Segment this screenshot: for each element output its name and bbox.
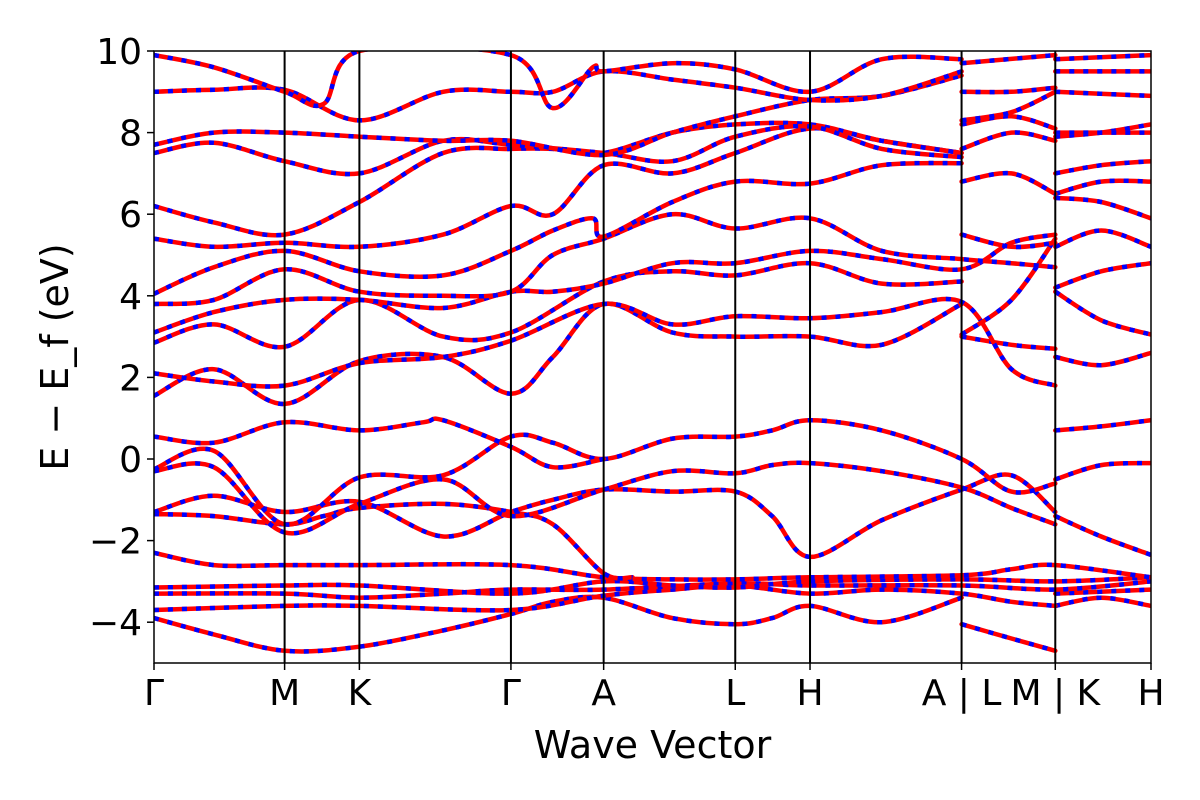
band-12-red-line [154, 289, 1151, 389]
x-tick-label-2: K [348, 673, 373, 714]
band-7-blue-dashed-line [154, 460, 1151, 560]
x-tick-label-1: M [269, 673, 300, 714]
y-tick-label-1: −2 [89, 522, 142, 563]
y-tick-label-6: 8 [119, 114, 142, 155]
band-20-red-line [154, 73, 1151, 158]
kpoint-lines [283, 51, 1057, 663]
band-20-blue-dashed-line [154, 73, 1151, 158]
x-tick-label-0: Γ [144, 673, 164, 714]
y-tick-label-4: 4 [119, 277, 142, 318]
x-tick-label-5: L [725, 673, 745, 714]
x-tick-label-7: A | L [922, 673, 1002, 714]
band-9-red-line [154, 417, 1151, 558]
bands-layer [154, 51, 1151, 654]
y-tick-label-2: 0 [119, 440, 142, 481]
band-8-blue-dashed-line [154, 417, 1151, 536]
band-9-blue-dashed-line [154, 417, 1151, 558]
plot-frame [153, 50, 1152, 664]
y-tick-label-7: 10 [96, 32, 142, 73]
x-tick-label-8: M | K [1010, 673, 1101, 714]
band-22-blue-dashed-line [154, 51, 1151, 111]
band-19-blue-dashed-line [154, 114, 1151, 177]
band-17-blue-dashed-line [154, 126, 1151, 250]
y-tick-label-0: −4 [89, 603, 142, 644]
x-tick-label-3: Γ [501, 673, 521, 714]
band-16-blue-dashed-line [154, 160, 1151, 296]
x-tick-label-4: A [591, 673, 616, 714]
band-11-blue-dashed-line [154, 301, 1151, 407]
band-6-blue-dashed-line [154, 501, 633, 581]
band-2-blue-dashed-line [154, 583, 1151, 613]
y-axis-label: E − E_f (eV) [33, 243, 77, 471]
band-10-red-line [154, 416, 606, 470]
band-19-red-line [154, 114, 1151, 177]
band-4-red-line [154, 575, 1151, 596]
y-axis: −4 −2 0 2 4 6 8 10 [89, 32, 154, 644]
x-axis-label: Wave Vector [534, 723, 772, 767]
y-tick-label-3: 2 [119, 358, 142, 399]
band-3-red-line [154, 579, 1151, 600]
band-5-red-line [154, 550, 1151, 582]
x-tick-label-6: H [796, 673, 823, 714]
y-tick-label-5: 6 [119, 195, 142, 236]
x-tick-label-9: H [1137, 673, 1164, 714]
band-5-blue-dashed-line [154, 550, 1151, 582]
